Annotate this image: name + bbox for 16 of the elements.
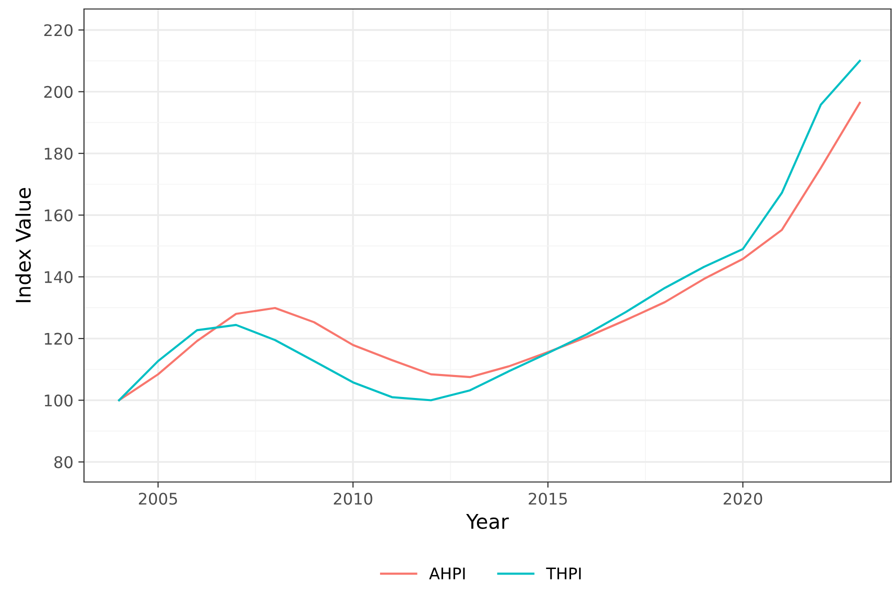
y-tick-label: 160 — [44, 209, 73, 222]
y-tick-label: 120 — [44, 332, 73, 345]
y-tick-label: 80 — [54, 456, 73, 468]
x-tick-label: 2005 — [138, 492, 177, 505]
y-tick-label: 180 — [44, 148, 73, 160]
y-tick-label: 220 — [44, 24, 73, 36]
y-axis-title: Index Value — [15, 188, 31, 302]
x-tick-label: 2010 — [334, 492, 372, 505]
x-tick-label: 2015 — [528, 492, 567, 505]
x-axis-title: Year — [466, 514, 509, 530]
x-tick-label: 2020 — [724, 492, 762, 505]
legend-label: THPI — [546, 568, 581, 580]
y-tick-label: 100 — [44, 394, 73, 407]
y-tick-label: 200 — [44, 86, 73, 98]
legend-label: AHPI — [429, 568, 465, 580]
y-tick-label: 140 — [44, 271, 73, 284]
